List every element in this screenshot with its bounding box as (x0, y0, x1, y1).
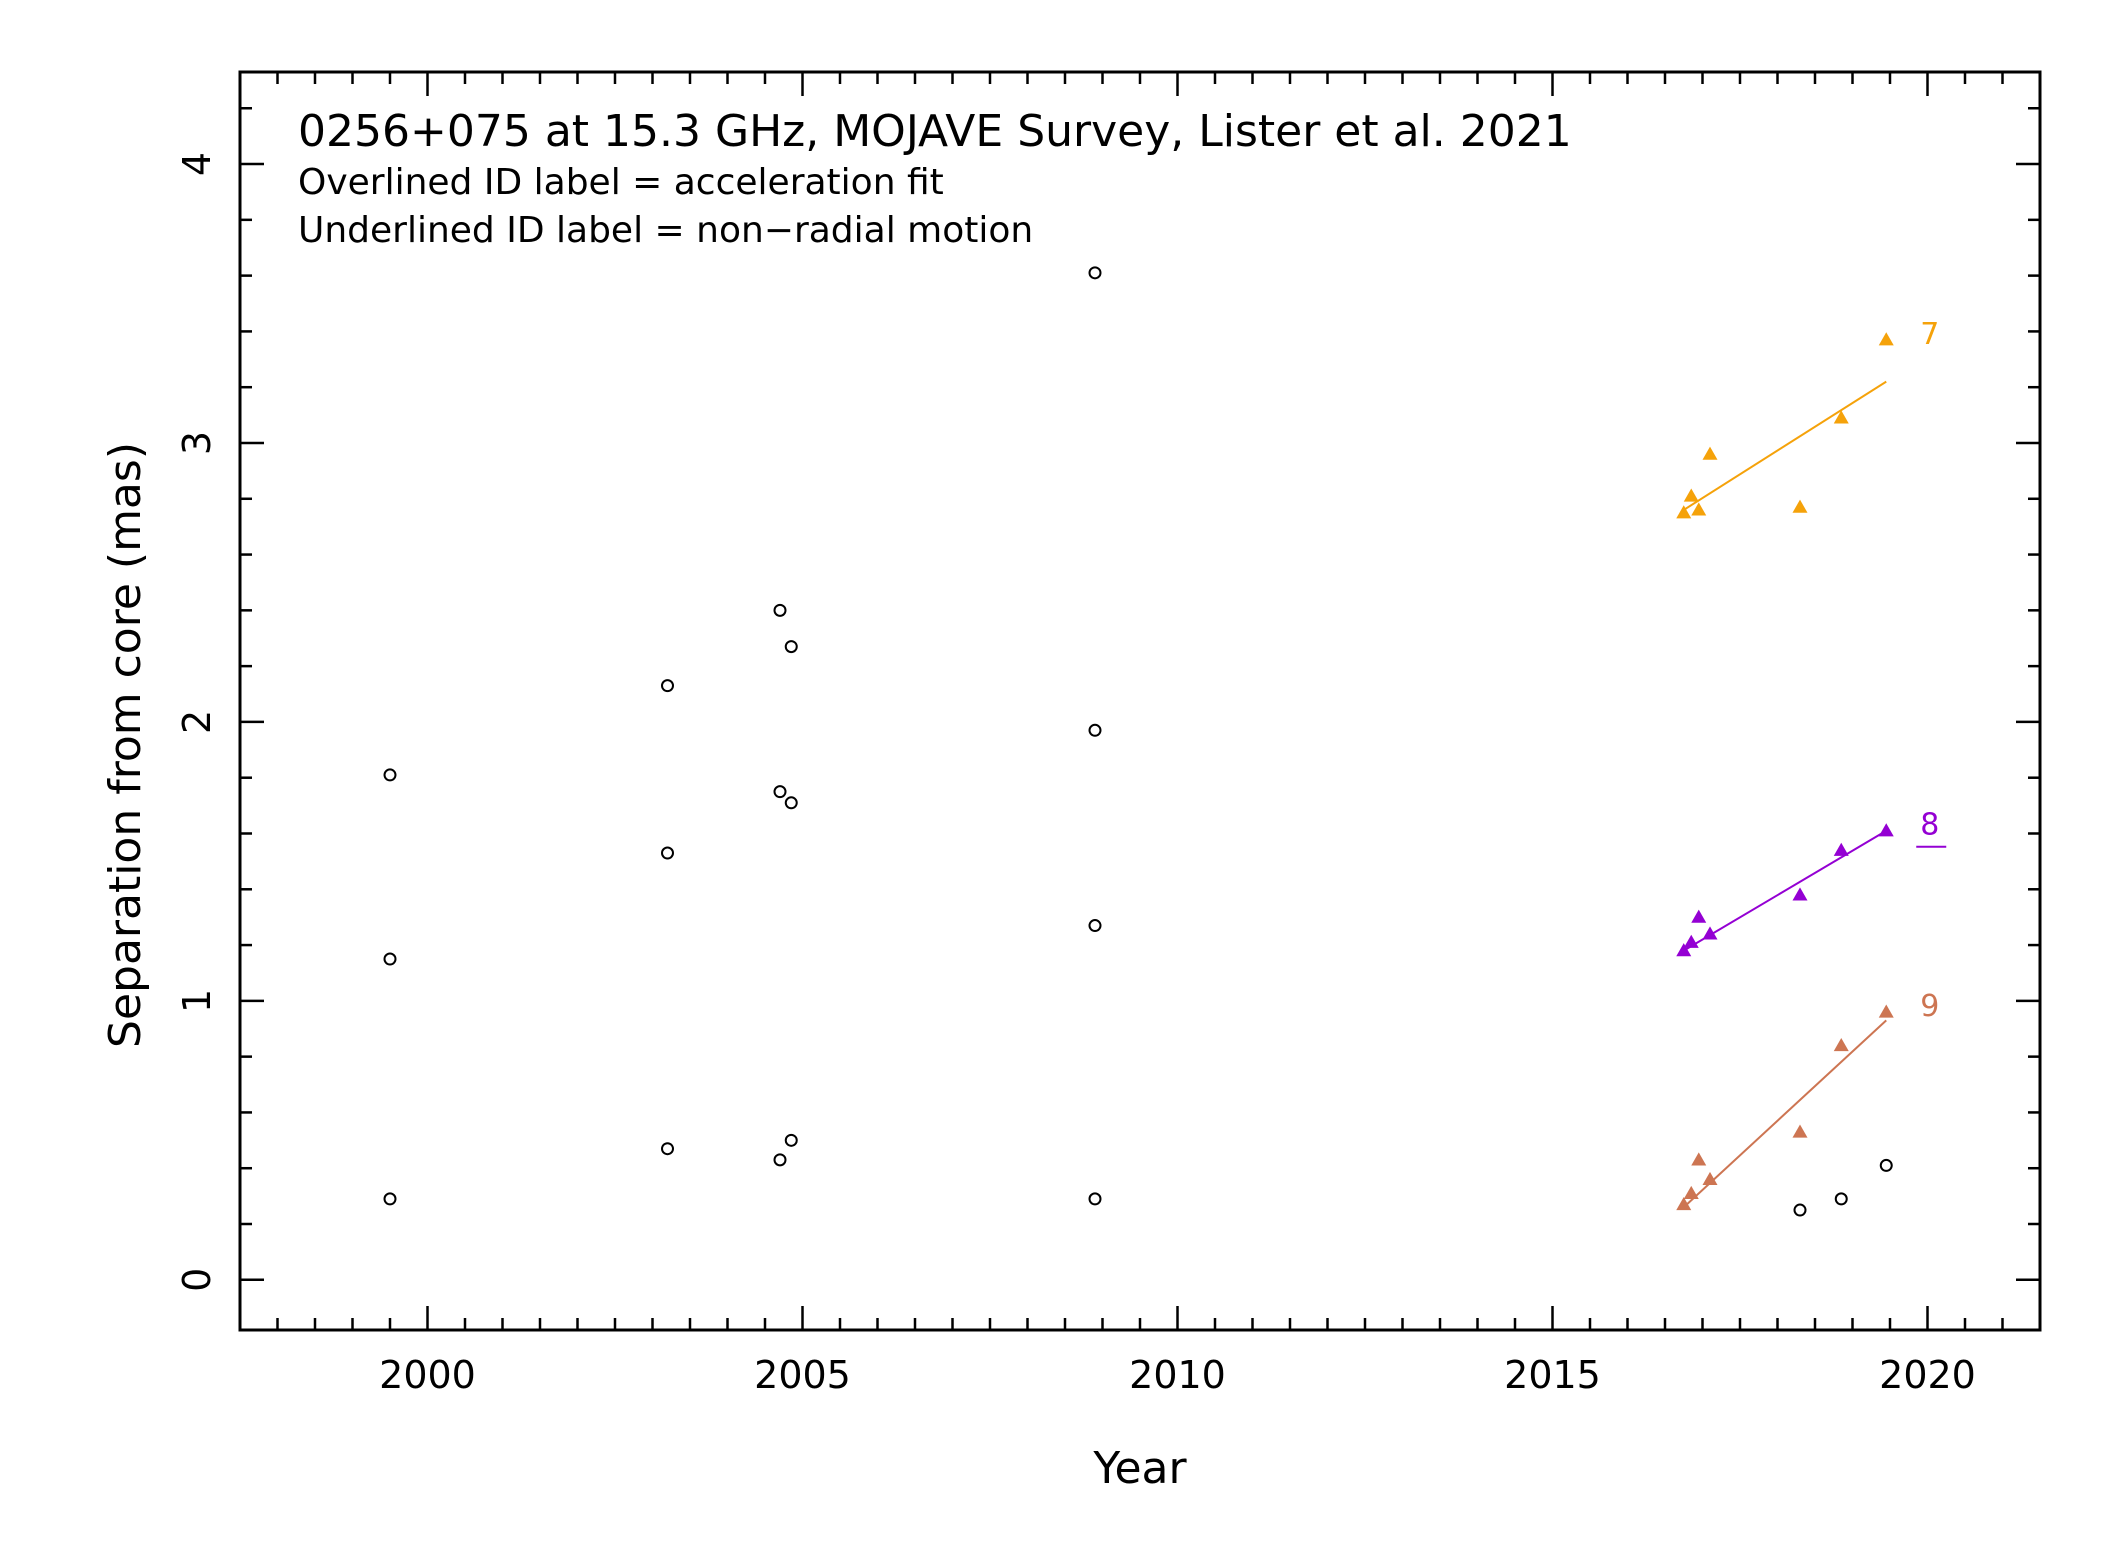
x-tick-label: 2015 (1504, 1353, 1601, 1397)
unassigned-point (661, 846, 674, 860)
y-tick-label: 1 (175, 989, 219, 1013)
x-tick-label: 2000 (379, 1353, 476, 1397)
unassigned-point (661, 679, 674, 693)
unassigned-point (1088, 723, 1102, 737)
point-component-9 (1702, 1171, 1718, 1185)
unassigned-point (784, 796, 798, 810)
y-tick-label: 4 (175, 152, 219, 176)
unassigned-point (773, 785, 787, 799)
point-component-9 (1792, 1124, 1808, 1138)
unassigned-point (383, 1192, 397, 1206)
point-component-9 (1878, 1004, 1894, 1018)
unassigned-point (383, 952, 397, 966)
component-labels: 7 8 9 (1916, 317, 1947, 1024)
unassigned-point (784, 640, 798, 654)
unassigned-point (661, 1142, 674, 1156)
point-component-7 (1792, 499, 1808, 513)
component-label-9: 9 (1920, 989, 1939, 1024)
point-component-9 (1683, 1185, 1699, 1199)
x-tick-label: 2010 (1129, 1353, 1226, 1397)
data-points (383, 266, 1894, 1217)
unassigned-point (1088, 266, 1102, 280)
point-component-7 (1833, 410, 1849, 424)
annotation-non-radial-motion: Underlined ID label = non−radial motion (298, 210, 1033, 251)
point-component-8 (1691, 909, 1707, 923)
x-tick-label: 2005 (754, 1353, 851, 1397)
point-component-9 (1833, 1037, 1849, 1052)
unassigned-point (773, 603, 787, 617)
point-component-7 (1683, 488, 1699, 502)
unassigned-point (1088, 919, 1102, 933)
fit-line-8 (1683, 829, 1887, 952)
point-component-8 (1878, 823, 1894, 837)
fit-line-9 (1683, 1019, 1887, 1209)
point-component-7 (1878, 332, 1894, 346)
unassigned-point (784, 1133, 798, 1147)
point-component-7 (1691, 502, 1707, 516)
annotation-acceleration-fit: Overlined ID label = acceleration fit (298, 162, 944, 203)
point-component-7 (1702, 446, 1718, 460)
unassigned-point (1088, 1192, 1102, 1206)
x-tick-label: 2020 (1879, 1353, 1976, 1397)
axis-ticks: 2000 2005 2010 2015 2020 0 1 2 3 4 (175, 72, 2042, 1397)
y-axis-title: Separation from core (mas) (100, 442, 151, 1048)
unassigned-point (383, 768, 397, 782)
unassigned-point (1834, 1192, 1848, 1206)
plot-frame (238, 70, 2042, 1332)
fit-lines (1683, 380, 1887, 1209)
point-component-8 (1676, 943, 1692, 957)
chart-title: 0256+075 at 15.3 GHz, MOJAVE Survey, Lis… (298, 106, 1572, 157)
unassigned-point (773, 1153, 787, 1167)
point-component-7 (1676, 505, 1692, 519)
y-tick-label: 2 (175, 710, 219, 734)
point-component-8 (1833, 842, 1849, 856)
point-component-8 (1683, 934, 1699, 948)
unassigned-point (1793, 1203, 1807, 1217)
x-axis-title: Year (1092, 1443, 1187, 1494)
unassigned-point (1879, 1158, 1893, 1172)
component-label-7: 7 (1920, 317, 1939, 352)
point-component-8 (1702, 926, 1718, 940)
point-component-9 (1691, 1152, 1707, 1166)
component-label-8: 8 (1920, 808, 1939, 843)
fit-line-7 (1683, 380, 1887, 511)
point-component-8 (1792, 887, 1808, 901)
point-component-9 (1676, 1196, 1692, 1211)
y-tick-label: 0 (175, 1268, 219, 1292)
y-tick-label: 3 (175, 431, 219, 455)
